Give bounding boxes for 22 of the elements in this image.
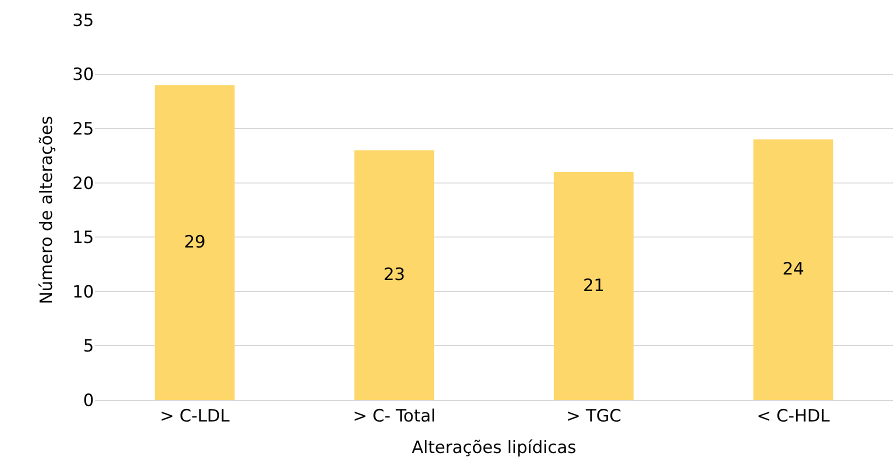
y-tick-label: 20 [72,174,94,194]
data-label: 23 [383,265,406,286]
data-label: 24 [782,260,804,280]
y-tick-label: 0 [83,390,94,411]
bar [354,150,434,400]
x-axis-title: Alterações lipídicas [412,438,576,458]
x-tick-label: > C-LDL [160,406,230,426]
data-label: 21 [582,276,605,296]
y-tick-label: 30 [72,65,94,86]
y-tick-label: 35 [72,10,94,31]
x-tick-label: < C-HDL [756,406,830,426]
x-tick-label: > C- Total [352,406,436,426]
y-tick-label: 10 [72,282,94,302]
bar [554,172,634,400]
bar [154,85,235,400]
y-axis-title: Número de alterações [36,116,57,304]
y-tick-label: 15 [72,228,94,248]
y-tick-label: 25 [72,120,94,140]
bar [753,139,834,400]
y-tick-label: 5 [83,336,94,357]
data-label: 29 [184,232,206,253]
x-tick-label: > TGC [566,406,622,426]
